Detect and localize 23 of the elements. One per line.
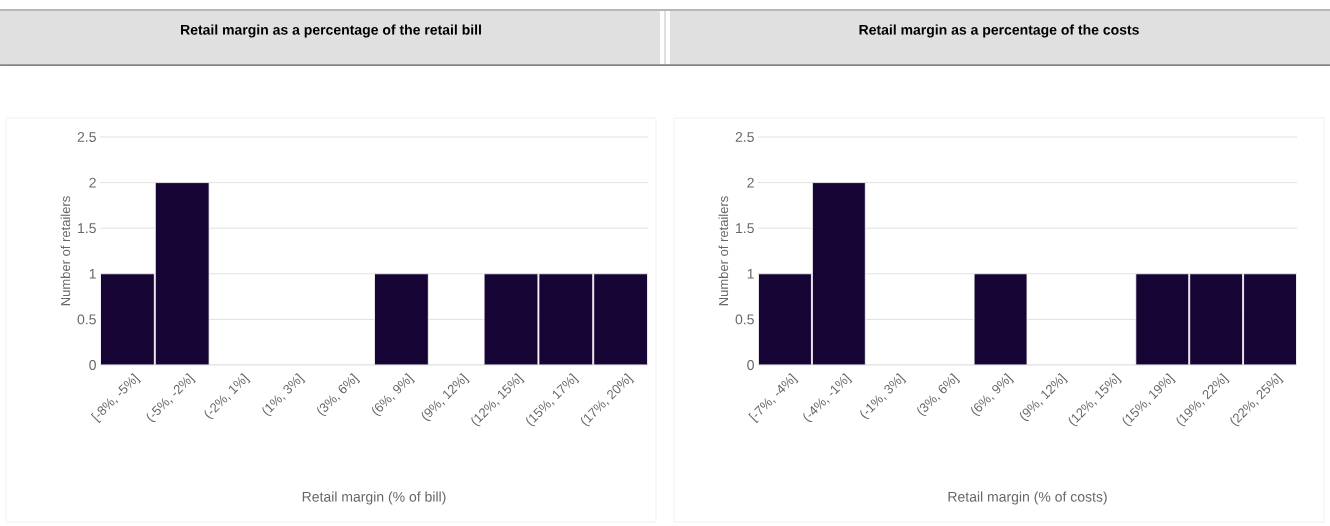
chart-title: Retail margin as a percentage of the costs	[859, 24, 1139, 38]
chart-title: Retail margin as a percentage of the retail bill	[181, 24, 481, 38]
x-axis-title: Retail margin (% of costs)	[948, 491, 1107, 505]
y-axis-title: Number of retailers	[718, 196, 729, 306]
y-tick-label: 1.5	[78, 223, 96, 234]
y-tick-label: 2	[89, 177, 96, 188]
x-tick-label: (3%, 6%]	[917, 373, 961, 416]
y-tick-label: 2.5	[735, 132, 754, 142]
y-tick-label: 0.5	[77, 314, 96, 325]
y-tick-label: 2.5	[77, 132, 96, 142]
y-tick-label: 2	[747, 177, 754, 188]
y-tick-label: 0.5	[735, 314, 754, 325]
x-axis-title: Retail margin (% of bill)	[302, 491, 446, 505]
x-tick-label: (1%, 3%]	[262, 373, 306, 416]
y-tick-label: 1.5	[736, 223, 754, 234]
x-tick-label: (6%, 9%]	[971, 373, 1015, 416]
y-tick-label: 1	[747, 268, 754, 279]
y-tick-label: 0	[747, 360, 754, 370]
x-tick-label: (3%, 6%]	[317, 373, 361, 416]
y-tick-label: 0	[89, 360, 96, 370]
y-axis-title: Number of retailers	[60, 196, 71, 306]
x-tick-label: (6%, 9%]	[372, 373, 415, 416]
y-tick-label: 1	[89, 268, 96, 279]
